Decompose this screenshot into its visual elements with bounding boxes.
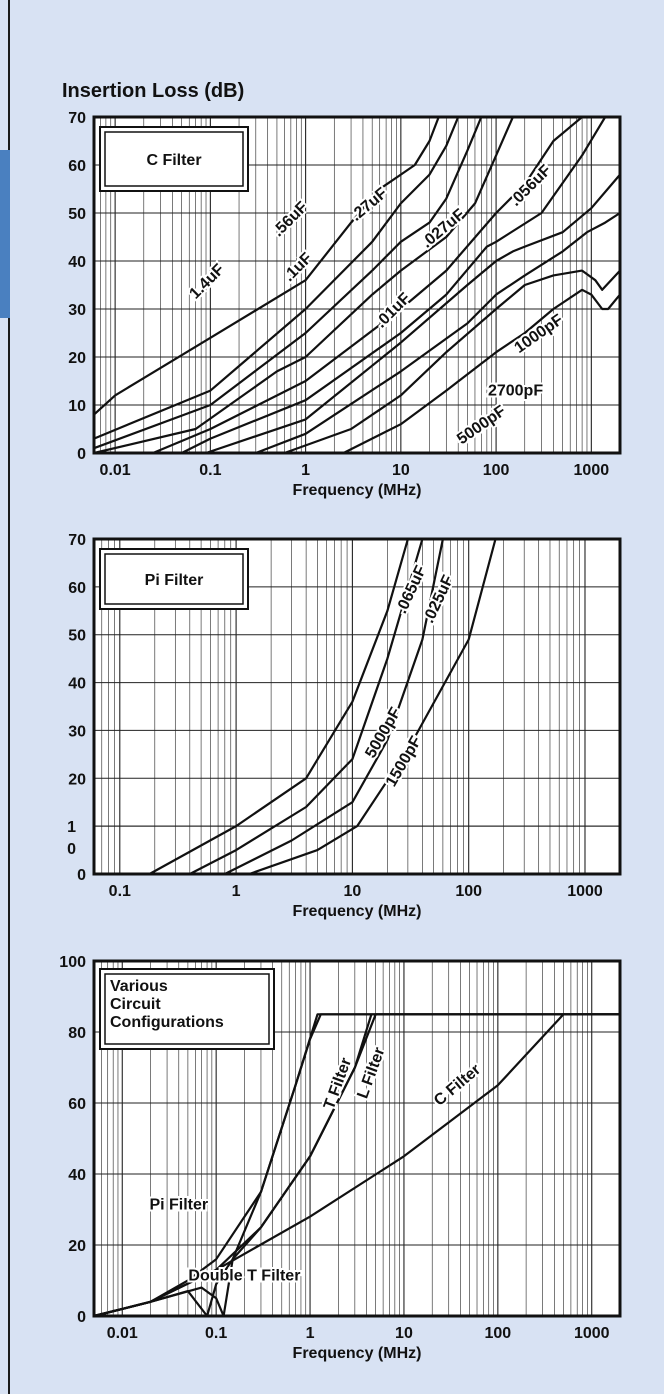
label-box-text: Pi Filter bbox=[145, 572, 204, 589]
y-tick-label: 50 bbox=[68, 628, 86, 645]
x-tick-label: 10 bbox=[392, 462, 410, 479]
series-line bbox=[248, 538, 497, 876]
x-tick-label: 0.1 bbox=[199, 462, 221, 479]
series-label: Double T Filter bbox=[188, 1268, 300, 1285]
series-line bbox=[255, 212, 621, 455]
series-line bbox=[93, 1013, 620, 1318]
x-tick-labels: 0.01 0.1 1 10 100 1000 bbox=[107, 1325, 610, 1342]
y-tick-label: 1 bbox=[67, 819, 76, 836]
y-tick-label: 20 bbox=[68, 350, 86, 367]
x-tick-labels: 0.01 0.1 1 10 100 1000 bbox=[100, 462, 610, 479]
x-tick-label: 1 bbox=[232, 883, 241, 900]
series-line bbox=[205, 173, 621, 455]
series-line bbox=[343, 288, 621, 454]
left-border-rule bbox=[8, 0, 10, 1394]
series-label: 2700pF bbox=[488, 382, 543, 399]
y-tick-label: 30 bbox=[68, 302, 86, 319]
series-group bbox=[93, 1013, 620, 1318]
y-tick-label: 10 bbox=[68, 398, 86, 415]
series-line bbox=[224, 538, 444, 875]
x-axis-label: Frequency (MHz) bbox=[293, 1345, 422, 1362]
label-box-text: Various bbox=[110, 978, 168, 995]
series-line bbox=[148, 538, 409, 875]
label-box-text: Configurations bbox=[110, 1014, 224, 1031]
y-tick-label: 60 bbox=[68, 158, 86, 175]
y-tick-label: 20 bbox=[68, 1238, 86, 1255]
x-axis-label: Frequency (MHz) bbox=[293, 903, 422, 920]
y-tick-label: 70 bbox=[68, 110, 86, 127]
label-box-inner bbox=[104, 553, 244, 605]
series-label: Pi Filter bbox=[149, 1197, 208, 1214]
y-tick-label: 40 bbox=[68, 254, 86, 271]
series-line bbox=[93, 116, 460, 440]
y-tick-label: 100 bbox=[59, 954, 86, 971]
x-tick-label: 100 bbox=[484, 1325, 511, 1342]
series-group bbox=[148, 538, 497, 876]
series-line bbox=[152, 116, 583, 455]
plot-frame bbox=[92, 537, 622, 876]
series-line bbox=[189, 538, 424, 875]
page-title: Insertion Loss (dB) bbox=[62, 80, 245, 102]
x-tick-labels: 0.1 1 10 100 1000 bbox=[109, 883, 603, 900]
y-tick-label: 80 bbox=[68, 1025, 86, 1042]
c-filter-chart: 0 10 20 30 40 50 60 70 0.01 0.1 1 10 100 1000 Frequenc… bbox=[68, 110, 622, 499]
y-tick-labels: 0 20 40 60 80 100 bbox=[59, 954, 86, 1326]
x-tick-label: 1000 bbox=[574, 1325, 610, 1342]
y-tick-label: 20 bbox=[68, 771, 86, 788]
series-line bbox=[93, 116, 440, 416]
y-tick-label: 40 bbox=[68, 1167, 86, 1184]
x-tick-label: 0.1 bbox=[205, 1325, 227, 1342]
series-line bbox=[93, 116, 514, 455]
x-tick-label: 0.01 bbox=[107, 1325, 138, 1342]
y-tick-label: 0 bbox=[77, 446, 86, 463]
series-group bbox=[93, 116, 621, 455]
x-tick-label: 10 bbox=[395, 1325, 413, 1342]
y-tick-label: 40 bbox=[68, 676, 86, 693]
x-tick-label: 100 bbox=[483, 462, 510, 479]
chart-label-box: C Filter bbox=[99, 126, 249, 192]
y-tick-labels: 70 60 50 40 30 20 1 00 bbox=[67, 532, 86, 884]
x-tick-label: 1000 bbox=[567, 883, 603, 900]
y-tick-label: 60 bbox=[68, 580, 86, 597]
x-tick-label: 10 bbox=[343, 883, 361, 900]
label-box-inner bbox=[104, 973, 270, 1045]
y-tick-label: 0 bbox=[77, 1309, 86, 1326]
x-tick-label: 1000 bbox=[574, 462, 610, 479]
x-tick-label: 0.01 bbox=[100, 462, 131, 479]
y-tick-labels: 0 10 20 30 40 50 60 70 bbox=[68, 110, 86, 463]
plot-frame bbox=[92, 959, 622, 1318]
y-tick-label: 0 bbox=[67, 841, 76, 858]
plot-frame bbox=[92, 115, 622, 455]
y-tick-label: 70 bbox=[68, 532, 86, 549]
y-tick-label: 60 bbox=[68, 1096, 86, 1113]
x-tick-label: 1 bbox=[306, 1325, 315, 1342]
series-line bbox=[93, 116, 483, 450]
series-line bbox=[284, 269, 621, 455]
section-tab bbox=[0, 150, 10, 318]
x-tick-label: 1 bbox=[301, 462, 310, 479]
x-axis-label: Frequency (MHz) bbox=[293, 482, 422, 499]
y-tick-label: 30 bbox=[68, 723, 86, 740]
label-box-text: C Filter bbox=[146, 152, 201, 169]
x-tick-label: 100 bbox=[455, 883, 482, 900]
y-tick-label: 0 bbox=[77, 867, 86, 884]
x-tick-label: 0.1 bbox=[109, 883, 131, 900]
y-tick-label: 50 bbox=[68, 206, 86, 223]
label-box-text: Circuit bbox=[110, 996, 161, 1013]
label-box-inner bbox=[104, 131, 244, 187]
series-line bbox=[181, 116, 607, 454]
circuit-configurations-chart: 0 20 40 60 80 100 0.01 0.1 1 10 100 1000 Frequency (… bbox=[59, 954, 622, 1362]
chart-label-box: Pi Filter bbox=[99, 548, 249, 610]
